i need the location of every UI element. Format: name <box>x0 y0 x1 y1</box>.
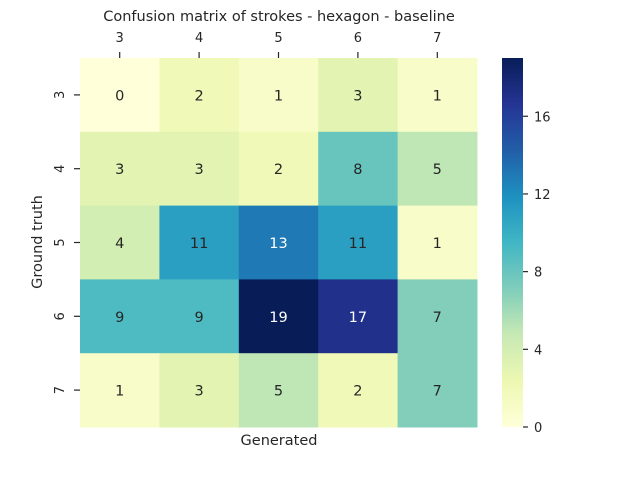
cell-value-label: 2 <box>353 384 362 400</box>
heatmap-cell <box>397 131 478 207</box>
heatmap-cell <box>238 58 319 133</box>
cell-value-label: 3 <box>194 162 203 178</box>
x-tick-label: 5 <box>274 31 282 46</box>
heatmap-cell <box>318 353 399 428</box>
heatmap-cell <box>80 279 160 354</box>
heatmap-cells: 0 2 1 3 13 3 2 8 54 11 13 11 19 9 19 17 71 3 5 2 7 <box>80 58 478 428</box>
cell-value-label: 2 <box>194 88 203 104</box>
cell-value-label: 5 <box>433 162 442 178</box>
cell-value-label: 9 <box>115 310 124 326</box>
chart-title: Confusion matrix of strokes - hexagon - … <box>103 9 455 25</box>
y-axis-ticks: 3 4 5 6 7 <box>53 91 80 394</box>
cell-value-label: 3 <box>353 88 362 104</box>
cell-value-label: 11 <box>190 236 208 252</box>
x-tick-label: 3 <box>116 31 124 46</box>
y-tick-label: 6 <box>53 312 68 320</box>
cell-value-label: 1 <box>115 384 124 400</box>
heatmap-cell <box>159 205 240 280</box>
y-tick-label: 5 <box>53 238 68 246</box>
x-tick-label: 4 <box>195 31 203 46</box>
x-axis-label: Generated <box>241 433 318 449</box>
cell-value-label: 3 <box>194 384 203 400</box>
heatmap-cell <box>397 205 478 280</box>
cell-value-label: 1 <box>433 236 442 252</box>
cell-value-label: 3 <box>115 162 124 178</box>
cell-value-label: 11 <box>349 236 367 252</box>
heatmap-cell <box>80 58 160 133</box>
y-tick-label: 4 <box>53 165 68 173</box>
heatmap-cell <box>397 353 478 428</box>
y-tick-label: 7 <box>53 386 68 394</box>
heatmap-cell <box>80 353 160 428</box>
heatmap-cell <box>159 131 240 207</box>
heatmap-cell <box>159 58 240 133</box>
heatmap-cell <box>159 279 240 354</box>
cell-value-label: 8 <box>353 162 362 178</box>
cell-value-label: 13 <box>269 236 287 252</box>
cell-value-label: 4 <box>115 236 124 252</box>
cell-value-label: 0 <box>115 88 124 104</box>
cell-value-label: 1 <box>274 88 283 104</box>
cell-value-label: 7 <box>433 310 442 326</box>
heatmap-cell <box>80 205 160 280</box>
heatmap-cell <box>238 131 319 207</box>
cell-value-label: 1 <box>433 88 442 104</box>
cell-value-label: 5 <box>274 384 283 400</box>
heatmap-cell <box>238 353 319 428</box>
heatmap-cell <box>318 58 399 133</box>
colorbar-tick-label: 0 <box>534 421 542 436</box>
x-tick-label: 7 <box>433 31 441 46</box>
heatmap-cell <box>318 279 399 354</box>
colorbar <box>502 58 523 427</box>
cell-value-label: 17 <box>349 310 367 326</box>
y-axis-label: Ground truth <box>30 195 46 289</box>
colorbar-tick-label: 8 <box>534 266 542 281</box>
heatmap-cell <box>318 131 399 207</box>
heatmap-cell <box>397 58 478 133</box>
y-tick-label: 3 <box>53 91 68 99</box>
cell-value-label: 19 <box>269 310 287 326</box>
heatmap-cell <box>80 131 160 207</box>
heatmap-cell <box>397 279 478 354</box>
heatmap-cell <box>159 353 240 428</box>
heatmap-cell <box>238 279 319 354</box>
colorbar-tick-label: 4 <box>534 343 542 358</box>
x-axis-ticks: 3 4 5 6 7 <box>116 31 441 58</box>
x-tick-label: 6 <box>354 31 362 46</box>
colorbar-tick-label: 16 <box>534 110 551 125</box>
colorbar-tick-label: 12 <box>534 188 551 203</box>
cell-value-label: 9 <box>194 310 203 326</box>
cell-value-label: 7 <box>433 384 442 400</box>
cell-value-label: 2 <box>274 162 283 178</box>
heatmap-cell <box>318 205 399 280</box>
heatmap-cell <box>238 205 319 280</box>
colorbar-ticks: 0 4 8 12 16 <box>523 110 551 436</box>
